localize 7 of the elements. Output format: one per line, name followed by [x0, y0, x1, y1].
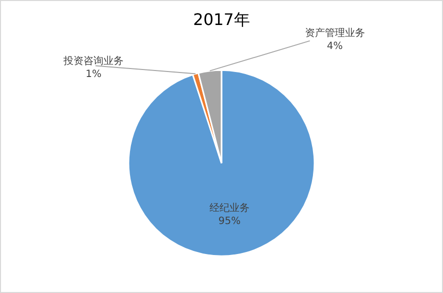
slice-label: 经纪业务: [210, 202, 250, 214]
slice-label: 资产管理业务: [304, 26, 365, 39]
slice-label: 投资咨询业务: [62, 54, 124, 67]
data-label: 95%: [218, 216, 241, 228]
data-label: 4%: [326, 40, 343, 52]
chart-title: 2017年: [193, 10, 250, 29]
data-label: 1%: [86, 68, 102, 80]
